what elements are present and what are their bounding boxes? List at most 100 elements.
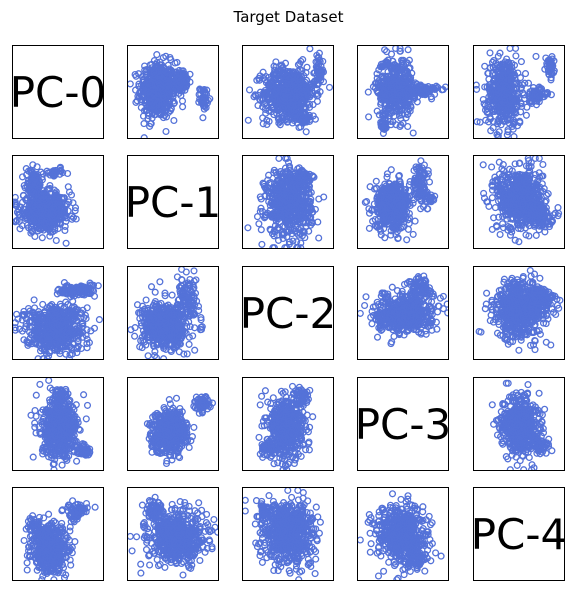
data-point [148,81,156,89]
data-point [496,230,504,239]
data-point [382,58,390,66]
data-point [411,174,419,182]
data-point [394,234,402,242]
data-point [299,206,307,215]
data-point [62,239,70,247]
data-point [507,68,515,76]
data-point [494,132,502,138]
data-point [284,117,292,126]
pc-label: PC-1 [127,177,219,227]
data-point [302,128,310,136]
data-point [474,85,481,93]
data-point [514,224,522,232]
data-point [151,111,160,119]
data-point [144,88,153,96]
data-point [383,170,391,178]
scatter-plot [479,156,563,246]
data-point [373,70,381,78]
data-point [427,191,435,199]
data-point [501,96,509,104]
data-point [494,52,502,60]
data-point [398,213,406,221]
scatter-panel [357,45,449,139]
data-point [401,66,409,74]
data-point [480,100,488,108]
data-point [405,87,413,95]
data-point [28,188,36,196]
data-point [388,109,396,117]
data-point [420,169,428,177]
data-point [257,226,265,234]
data-point [495,213,503,221]
data-point [387,166,395,174]
data-point [419,186,427,194]
data-point [255,220,263,228]
data-point [302,76,311,84]
data-point [160,79,169,87]
data-point [480,189,488,197]
data-point [381,117,389,125]
data-point [364,88,372,96]
data-point [306,117,314,125]
data-point [392,121,400,129]
data-point [245,86,254,94]
data-point [495,128,503,136]
data-point [374,204,382,212]
data-point [286,194,294,202]
data-point [13,217,20,225]
data-point [301,118,309,126]
data-point [272,88,280,96]
data-point [291,111,299,119]
data-point [271,185,279,193]
data-point [281,94,289,102]
data-point [149,89,157,97]
data-point [489,107,497,115]
data-point [31,203,39,211]
data-point [286,221,294,229]
data-point [160,71,169,79]
scatter-plot [361,157,439,244]
data-point [288,87,296,95]
data-point [403,236,411,244]
data-point [518,102,526,111]
data-point [474,118,481,126]
data-point [283,68,291,76]
data-point [517,58,525,66]
data-point [405,72,413,80]
data-point [170,116,178,125]
data-point [500,93,508,101]
data-point [305,100,314,108]
scatter-plot [244,46,333,136]
data-point [28,167,36,175]
data-point [278,229,286,237]
data-point [396,46,404,52]
data-point [298,98,306,106]
data-point [498,165,506,173]
data-point [300,185,308,193]
data-point [177,77,185,86]
data-point [403,111,411,119]
data-point [394,216,402,224]
data-point [398,81,406,89]
data-point [379,209,388,217]
data-point [262,99,270,107]
data-point [39,170,47,178]
data-point [385,214,393,222]
data-point [25,167,33,175]
data-point [271,95,279,103]
data-point [490,214,498,222]
data-point [271,72,279,80]
data-point [296,78,304,86]
data-point [409,199,417,207]
data-point [515,238,523,246]
data-point [295,123,303,132]
data-point [59,169,67,177]
data-point [532,52,540,60]
data-point [395,80,403,88]
data-point [282,189,290,197]
data-point [27,194,35,202]
data-point [47,189,55,197]
data-point [483,105,491,113]
data-point [545,60,553,68]
data-point [283,168,291,176]
